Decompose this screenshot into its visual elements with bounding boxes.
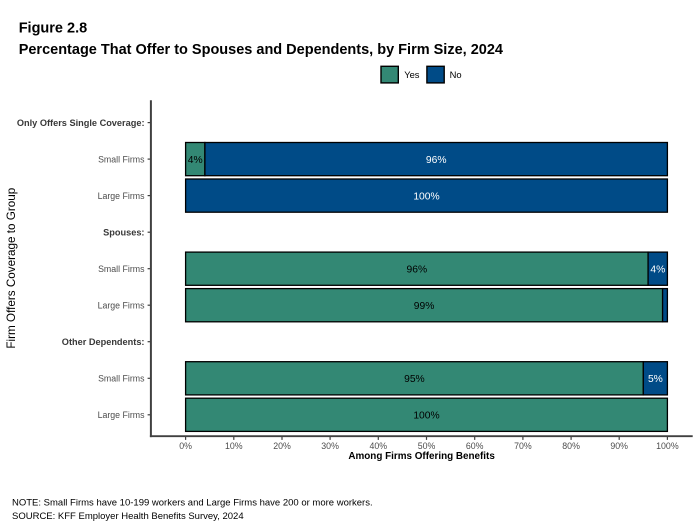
svg-text:90%: 90% [610,441,628,451]
svg-text:No: No [450,69,462,80]
svg-text:80%: 80% [562,441,580,451]
svg-text:NOTE: Small Firms have 10-199: NOTE: Small Firms have 10-199 workers an… [12,498,373,509]
svg-text:Small Firms: Small Firms [98,264,145,274]
svg-text:Percentage That Offer to Spous: Percentage That Offer to Spouses and Dep… [19,42,503,58]
svg-text:Among Firms Offering Benefits: Among Firms Offering Benefits [348,451,495,462]
svg-text:Only Offers Single Coverage:: Only Offers Single Coverage: [17,118,145,128]
svg-text:95%: 95% [404,374,425,385]
svg-text:100%: 100% [413,191,439,202]
svg-text:0%: 0% [179,441,192,451]
svg-text:SOURCE: KFF Employer Health Be: SOURCE: KFF Employer Health Benefits Sur… [12,511,244,522]
svg-text:Firm Offers Coverage to Group: Firm Offers Coverage to Group [5,187,18,348]
svg-text:20%: 20% [273,441,291,451]
svg-text:5%: 5% [648,374,663,385]
svg-text:96%: 96% [426,155,447,166]
svg-text:30%: 30% [321,441,339,451]
svg-text:70%: 70% [514,441,532,451]
svg-text:Other Dependents:: Other Dependents: [62,337,145,347]
svg-text:10%: 10% [225,441,243,451]
svg-text:96%: 96% [406,265,427,276]
svg-text:Small Firms: Small Firms [98,155,145,165]
svg-text:Large Firms: Large Firms [98,410,146,420]
svg-text:100%: 100% [413,411,439,422]
svg-text:100%: 100% [656,441,679,451]
svg-text:Yes: Yes [404,69,420,80]
svg-text:Large Firms: Large Firms [98,301,146,311]
svg-text:Small Firms: Small Firms [98,374,145,384]
svg-text:Large Firms: Large Firms [98,191,146,201]
svg-text:4%: 4% [188,155,203,166]
svg-text:40%: 40% [369,441,387,451]
svg-text:Spouses:: Spouses: [103,227,144,237]
svg-text:Figure 2.8: Figure 2.8 [19,21,88,37]
svg-text:99%: 99% [414,301,435,312]
svg-text:60%: 60% [466,441,484,451]
svg-text:4%: 4% [650,265,665,276]
svg-text:50%: 50% [418,441,436,451]
